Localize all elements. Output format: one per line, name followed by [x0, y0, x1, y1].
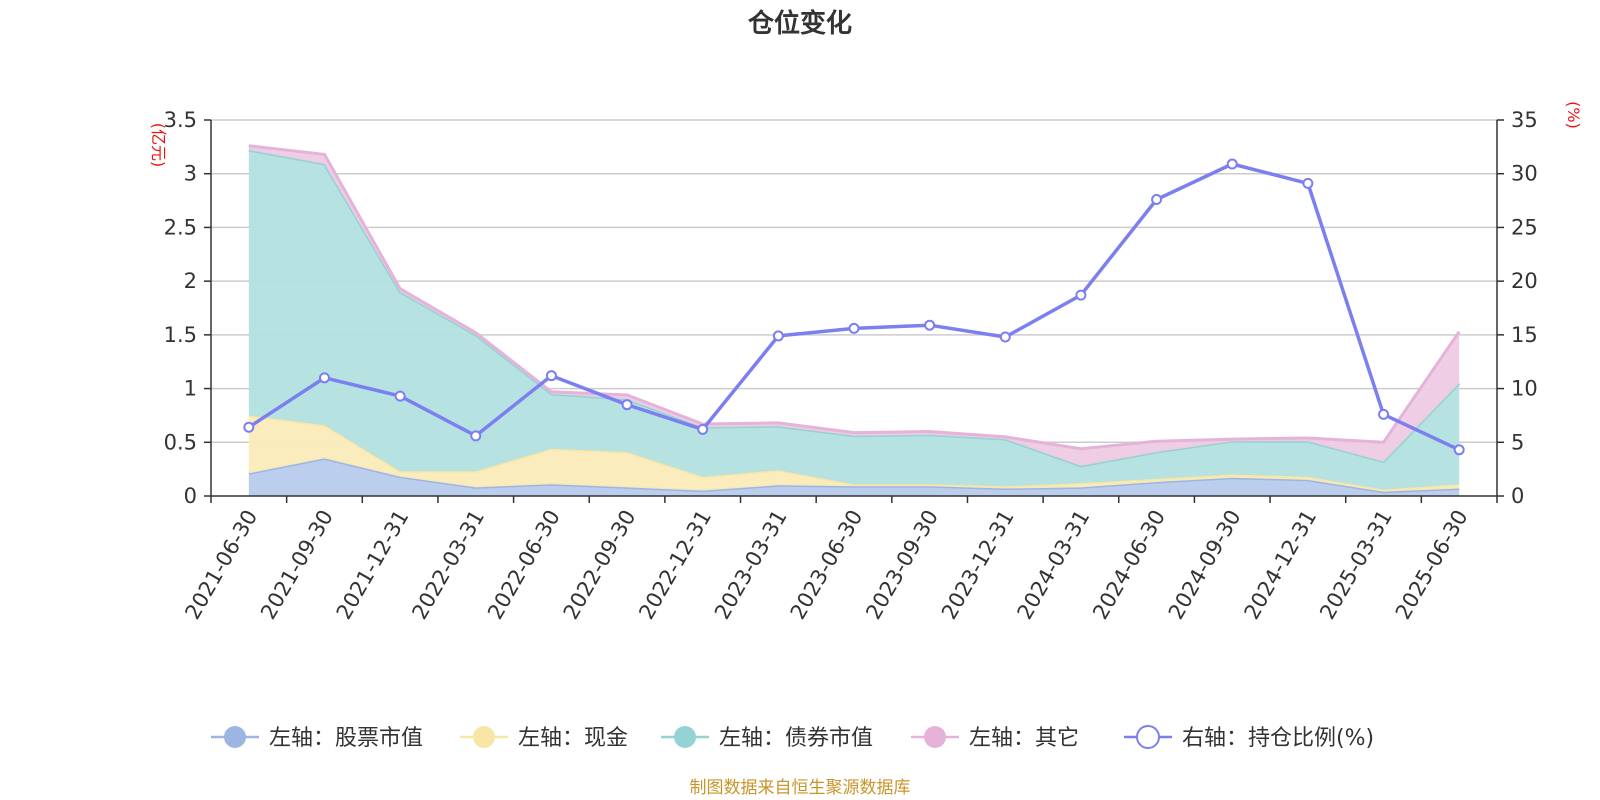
left-axis-tick-label: 2	[184, 269, 197, 293]
ratio-point	[924, 319, 936, 331]
right-axis-tick-label: 25	[1511, 215, 1538, 239]
legend-item[interactable]: 左轴：其它	[911, 726, 1079, 751]
left-axis-tick-label: 1	[184, 377, 197, 401]
x-axis-tick-label: 2022-06-30	[483, 506, 565, 624]
area-fill	[248, 415, 1460, 492]
left-axis-tick-label: 2.5	[164, 215, 197, 239]
ratio-point	[772, 330, 784, 342]
ratio-point	[848, 322, 860, 334]
x-axis-tick-label: 2021-09-30	[256, 506, 338, 624]
x-axis-tick-label: 2024-12-31	[1239, 506, 1321, 624]
left-axis-tick-label: 1.5	[164, 323, 197, 347]
legend-label: 右轴：持仓比例(%)	[1182, 726, 1374, 751]
ratio-point	[621, 399, 633, 411]
legend-circle-icon	[924, 726, 946, 748]
ratio-line-series	[243, 158, 1465, 456]
x-axis-tick-label: 2024-06-30	[1088, 506, 1170, 624]
right-axis-tick-label: 30	[1511, 162, 1538, 186]
right-axis-tick-label: 15	[1511, 323, 1538, 347]
right-axis-tick-label: 0	[1511, 484, 1524, 508]
x-axis-tick-label: 2021-12-31	[332, 506, 414, 624]
x-axis-tick-label: 2023-03-31	[710, 506, 792, 624]
area-fill	[248, 458, 1460, 496]
left-axis-unit: (亿元)	[149, 123, 168, 168]
area-fill	[248, 150, 1460, 490]
x-axis-tick-label: 2025-06-30	[1391, 506, 1473, 624]
legend-circle-icon	[224, 726, 246, 748]
legend-item[interactable]: 右轴：持仓比例(%)	[1124, 725, 1374, 751]
legend-circle-icon	[1136, 725, 1160, 749]
ratio-point	[1378, 408, 1390, 420]
ratio-point	[1151, 193, 1163, 205]
legend-circle-icon	[473, 726, 495, 748]
ratio-point	[470, 430, 482, 442]
ratio-point	[545, 370, 557, 382]
ratio-point	[1302, 177, 1314, 189]
left-axis-tick-label: 3	[184, 162, 197, 186]
ratio-point	[1453, 444, 1465, 456]
x-axis-tick-label: 2023-06-30	[786, 506, 868, 624]
left-axis-tick-label: 0	[184, 484, 197, 508]
legend-item[interactable]: 左轴：现金	[460, 726, 628, 751]
right-axis-unit: (%)	[1564, 101, 1583, 129]
right-axis-tick-label: 35	[1511, 108, 1538, 132]
legend-label: 左轴：现金	[518, 726, 628, 751]
chart-title: 仓位变化	[747, 8, 852, 39]
x-axis-tick-label: 2022-09-30	[559, 506, 641, 624]
data-source-note: 制图数据来自恒生聚源数据库	[690, 778, 911, 798]
legend[interactable]: 左轴：股票市值 左轴：现金 左轴：债券市值 左轴：其它 右轴：持仓比例(%)	[211, 725, 1374, 751]
legend-label: 左轴：债券市值	[719, 726, 873, 751]
x-axis-tick-label: 2022-12-31	[634, 506, 716, 624]
x-axis-tick-label: 2023-12-31	[937, 506, 1019, 624]
left-axis-tick-label: 0.5	[164, 430, 197, 454]
legend-item[interactable]: 左轴：债券市值	[661, 726, 873, 751]
legend-item[interactable]: 左轴：股票市值	[211, 726, 423, 751]
right-axis-tick-label: 10	[1511, 377, 1538, 401]
x-axis-tick-label: 2024-09-30	[1164, 506, 1246, 624]
x-axis-tick-label: 2025-03-31	[1315, 506, 1397, 624]
ratio-point	[394, 390, 406, 402]
legend-label: 左轴：其它	[969, 726, 1079, 751]
ratio-point	[1075, 289, 1087, 301]
x-axis-tick-label: 2022-03-31	[407, 506, 489, 624]
left-axis-tick-label: 3.5	[164, 108, 197, 132]
area-edge-line	[248, 144, 1461, 451]
x-axis-tick-label: 2021-06-30	[180, 506, 262, 624]
right-axis-tick-label: 5	[1511, 430, 1524, 454]
ratio-point	[243, 421, 255, 433]
legend-label: 左轴：股票市值	[269, 726, 423, 751]
ratio-point	[318, 372, 330, 384]
ratio-point	[1226, 158, 1238, 170]
x-axis-tick-label: 2023-09-30	[861, 506, 943, 624]
ratio-point	[697, 423, 709, 435]
right-axis-tick-label: 20	[1511, 269, 1538, 293]
ratio-point	[999, 331, 1011, 343]
area-series	[248, 144, 1461, 496]
legend-circle-icon	[674, 726, 696, 748]
x-axis-tick-label: 2024-03-31	[1013, 506, 1095, 624]
